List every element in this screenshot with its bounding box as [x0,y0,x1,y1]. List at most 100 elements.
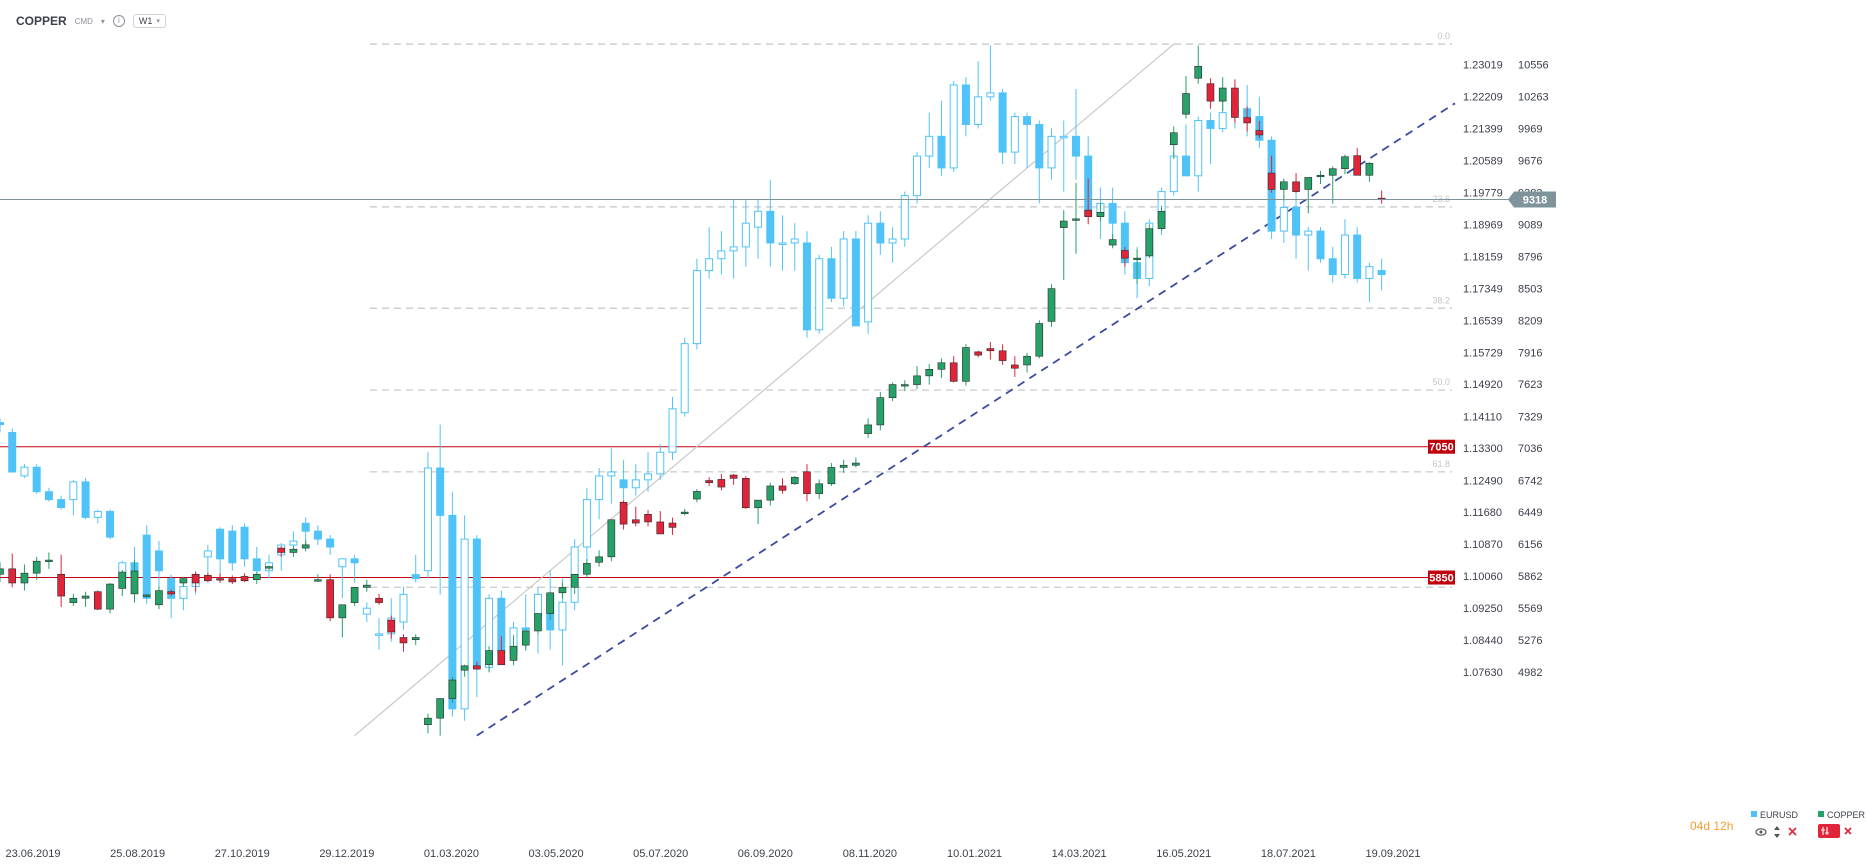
candle-body [949,362,958,382]
candle-body [802,242,811,331]
eurusd-tick-label: 1.10870 [1463,539,1503,551]
candle-body [742,478,750,509]
close-icon[interactable] [1844,827,1852,835]
symbol-label[interactable]: COPPER [16,14,67,28]
candle-body [350,587,359,603]
candle-body [1121,250,1129,259]
candle-body [766,485,775,501]
countdown-label: 04d 12h [1690,819,1733,833]
eurusd-legend-swatch [1751,811,1757,817]
candle-body [350,558,359,564]
copper-legend-swatch [1818,811,1824,817]
candle-body [595,475,604,501]
candle-body [1316,230,1325,260]
candle-body [1133,257,1141,260]
candle-body [1059,220,1068,228]
candle-body [424,717,432,726]
candle-body [1157,210,1166,229]
candle-body [1194,120,1203,177]
candle-body [167,578,176,599]
candle-body [203,550,212,558]
candle-body [876,397,885,426]
candle-body [717,250,726,260]
candle-body [1035,323,1044,357]
copper-tick-label: 10263 [1518,91,1549,103]
candle-body [644,514,652,523]
copper-tick-label: 7623 [1518,379,1542,391]
candle-body [106,510,115,538]
candle-body [411,637,420,640]
x-tick-label: 16.05.2021 [1156,848,1211,860]
updown-arrows-icon[interactable] [1774,826,1780,838]
copper-tick-label: 10556 [1518,60,1549,72]
level-badge-low: 5850 [1428,570,1455,585]
copper-tick-label: 5569 [1518,603,1542,615]
candle-body [693,491,701,500]
candle-body [876,222,885,244]
candle-body [216,578,224,581]
eurusd-tick-label: 1.07630 [1463,667,1503,679]
chevron-down-icon[interactable]: ▾ [100,16,105,26]
x-tick-label: 08.11.2020 [843,848,897,860]
level-badge-high-text: 7050 [1429,442,1453,454]
candle-body [57,499,66,509]
candle-body [717,479,726,488]
candle-body [216,528,225,560]
candle-body [986,348,995,352]
candle-body [460,538,469,710]
candle-body [729,474,738,479]
candle-body [362,607,371,615]
fib-label: 38.2 [1432,295,1450,305]
candle-body [142,534,151,599]
candle-body [1365,162,1374,176]
candle-body [81,595,90,599]
current-price-badge-text: 9318 [1523,194,1547,206]
copper-legend-label[interactable]: COPPER [1827,810,1866,820]
candle-body [656,451,665,475]
level-badge-high: 7050 [1428,439,1455,454]
candle-body [106,583,114,610]
candle-body [790,476,799,485]
candle-body [326,579,334,619]
candle-body [558,601,567,631]
close-icon[interactable] [1788,827,1797,836]
eurusd-tick-label: 1.12490 [1463,475,1503,487]
copper-tick-label: 7916 [1518,347,1542,359]
candle-body [338,604,347,619]
x-tick-label: 01.03.2020 [424,848,479,860]
fib-label: 0.0 [1437,31,1450,41]
candle-body [228,530,237,564]
settings-icon[interactable] [1818,824,1840,838]
candle-body [167,591,175,595]
candle-body [851,238,860,327]
copper-tick-label: 9676 [1518,155,1542,167]
candle-body [32,560,41,574]
x-tick-label: 23.06.2019 [5,848,60,860]
eye-icon[interactable] [1755,828,1767,836]
candle-body [937,362,946,370]
fib-label: 23.6 [1432,194,1450,204]
candle-body [1206,83,1215,102]
candle-body [1182,93,1190,115]
candle-body [998,92,1007,153]
support-trend-line[interactable] [476,102,1456,737]
x-tick-label: 25.08.2019 [110,848,165,860]
candle-body [839,464,848,468]
candle-body [1047,288,1056,322]
info-icon[interactable]: i [112,15,125,27]
candle-body [44,491,53,501]
eurusd-legend-label[interactable]: EURUSD [1760,810,1799,820]
copper-tick-label: 7036 [1518,443,1542,455]
candle-body [289,540,298,546]
timeframe-value: W1 [138,16,153,26]
candle-body [1353,155,1361,176]
candle-body [619,502,628,525]
candle-body [705,480,713,483]
candle-body [423,467,432,572]
candle-body [1023,116,1032,125]
candle-body [301,522,310,532]
candle-body [130,570,139,595]
timeframe-select[interactable]: W1 ▾ [132,14,166,28]
candle-body [411,574,420,580]
